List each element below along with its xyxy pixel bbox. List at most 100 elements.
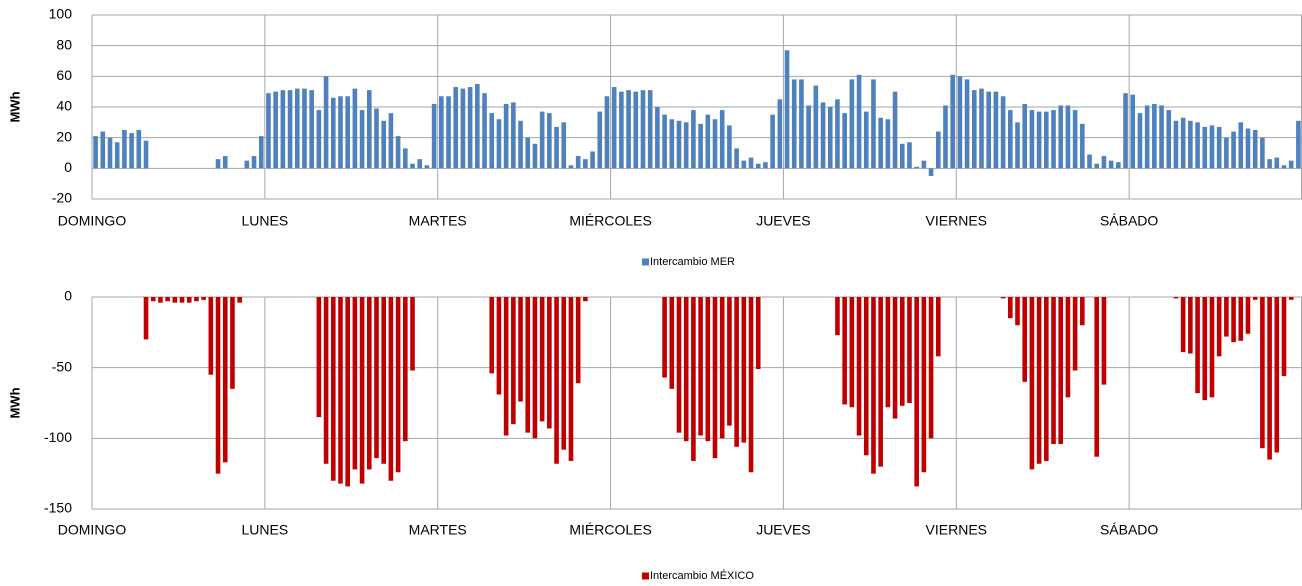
bar: [835, 99, 840, 169]
bar: [935, 297, 941, 357]
bar: [381, 120, 387, 169]
bar: [460, 88, 466, 169]
bar: [1152, 103, 1157, 169]
bar: [107, 137, 113, 169]
bar: [179, 297, 185, 303]
bar: [561, 122, 567, 169]
y-tick-label: 20: [56, 128, 72, 144]
x-tick-label: DOMINGO: [58, 522, 127, 538]
bar: [892, 91, 898, 169]
bar: [950, 74, 955, 169]
bar: [122, 130, 127, 169]
bar: [266, 93, 271, 169]
y-tick-label: -150: [44, 500, 72, 516]
bar: [1058, 105, 1064, 169]
bar: [539, 111, 545, 169]
bar: [842, 113, 847, 169]
bar: [676, 297, 682, 433]
bar: [330, 297, 336, 481]
bar: [1044, 297, 1049, 461]
bar: [835, 297, 840, 336]
x-tick-label: SÁBADO: [1100, 213, 1158, 229]
bar: [539, 297, 545, 422]
y-axis-label: MWh: [7, 387, 22, 418]
x-tick-label: LUNES: [242, 522, 289, 538]
bar: [683, 297, 689, 442]
bar: [215, 297, 221, 474]
bar: [273, 91, 278, 169]
bar: [359, 110, 365, 169]
bar: [100, 131, 106, 169]
x-tick-label: MIÉRCOLES: [569, 522, 651, 538]
bar: [129, 133, 134, 169]
bar: [885, 297, 891, 408]
y-tick-label: 0: [64, 288, 72, 304]
bar: [1267, 159, 1272, 169]
bar: [626, 90, 631, 169]
bar: [143, 140, 149, 169]
bar: [1188, 120, 1193, 169]
bar: [986, 91, 992, 169]
bar: [424, 165, 430, 169]
bar: [827, 107, 833, 169]
bar: [1108, 160, 1114, 169]
x-tick-label: MIÉRCOLES: [569, 213, 651, 229]
bar: [921, 297, 927, 473]
bar: [971, 90, 977, 169]
bar: [734, 297, 739, 447]
bar: [186, 297, 192, 303]
bar: [611, 87, 617, 169]
bar: [734, 148, 739, 169]
bar: [1051, 297, 1056, 444]
bar: [568, 297, 574, 461]
bar: [503, 297, 509, 436]
bar: [1209, 125, 1215, 169]
bar: [568, 165, 574, 169]
bar: [294, 88, 300, 169]
y-tick-label: -20: [52, 190, 72, 206]
bar: [1281, 297, 1287, 377]
bar: [921, 160, 927, 169]
bar: [1101, 297, 1107, 385]
bar: [727, 297, 732, 426]
bar: [489, 113, 495, 169]
bar: [813, 85, 819, 169]
bar: [215, 159, 221, 169]
bar: [158, 297, 163, 303]
bar: [914, 166, 919, 169]
bar: [1224, 297, 1229, 337]
bar: [1260, 297, 1265, 449]
bar: [475, 84, 480, 169]
bar: [237, 297, 242, 303]
bar: [575, 156, 581, 169]
bar: [366, 297, 372, 470]
bar: [222, 156, 228, 169]
bar: [763, 162, 768, 169]
bar: [849, 79, 855, 169]
bar: [547, 297, 552, 429]
bar: [928, 297, 934, 439]
bar: [849, 297, 855, 408]
bar: [402, 297, 408, 442]
bar: [583, 297, 588, 302]
bar: [669, 297, 675, 389]
y-tick-label: 0: [64, 159, 72, 175]
bar: [1216, 126, 1222, 169]
bar: [93, 136, 98, 169]
bar: [727, 125, 732, 169]
x-tick-label: MARTES: [409, 522, 467, 538]
bar: [208, 297, 214, 375]
bar: [511, 297, 516, 425]
bar: [1202, 126, 1208, 169]
bar: [878, 117, 883, 169]
bar: [136, 130, 142, 169]
bar: [1072, 297, 1078, 371]
bar: [446, 96, 451, 169]
bar: [1036, 111, 1042, 169]
bar: [410, 297, 415, 371]
bar: [114, 142, 120, 169]
bar: [741, 297, 747, 443]
bar: [1094, 163, 1100, 169]
x-tick-label: DOMINGO: [58, 213, 127, 229]
bar: [467, 87, 473, 169]
